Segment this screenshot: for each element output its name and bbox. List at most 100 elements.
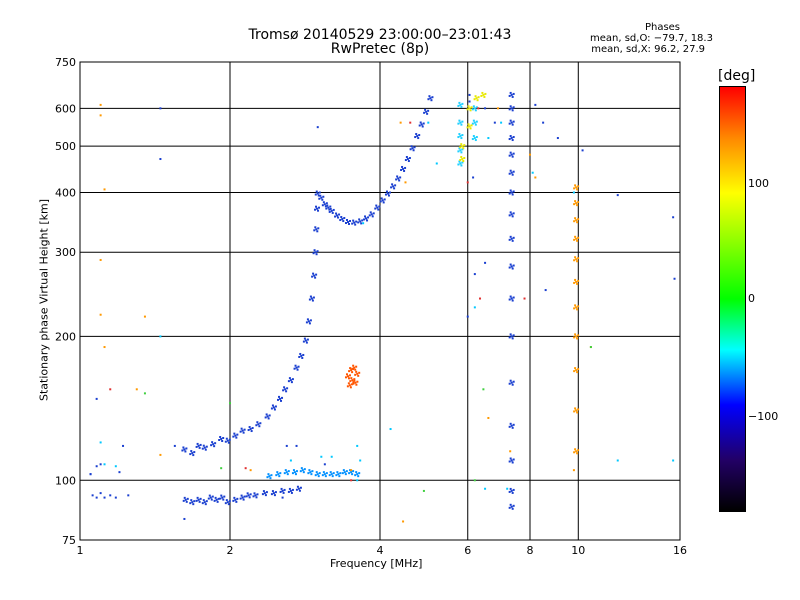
echo-point: [509, 263, 512, 266]
echo-point: [205, 500, 208, 503]
echo-point: [386, 192, 389, 195]
echo-point: [236, 433, 239, 436]
echo-point: [394, 184, 397, 187]
echo-point: [228, 500, 231, 503]
echo-point: [337, 473, 340, 476]
echo-point: [350, 383, 353, 386]
echo-point: [508, 238, 511, 241]
echo-point: [422, 489, 425, 492]
echo-point: [572, 469, 575, 472]
echo-point: [255, 424, 258, 427]
echo-point: [109, 494, 112, 497]
echo-point: [183, 517, 186, 520]
echo-point: [215, 498, 218, 501]
echo-point: [343, 471, 346, 474]
echo-point: [285, 444, 288, 447]
echo-point: [195, 499, 198, 502]
echo-point: [356, 473, 359, 476]
echo-point: [575, 258, 578, 261]
echo-point: [576, 282, 579, 285]
phases-heading: Phases: [644, 22, 681, 33]
echo-point: [338, 475, 341, 478]
echo-point: [249, 493, 252, 496]
echo-point: [458, 147, 461, 150]
echo-point: [219, 435, 222, 438]
echo-point: [469, 127, 472, 130]
echo-point: [272, 492, 275, 495]
echo-point: [511, 267, 514, 270]
echo-point: [278, 395, 281, 398]
echo-point: [143, 392, 146, 395]
echo-point: [103, 496, 106, 499]
echo-point: [95, 496, 98, 499]
chart-subtitle: RwPretec (8p): [330, 41, 430, 57]
echo-point: [184, 450, 187, 453]
x-tick-label: 4: [377, 544, 384, 557]
echo-point: [224, 502, 227, 505]
echo-point: [509, 487, 512, 490]
echo-point: [214, 442, 217, 445]
echo-point: [576, 452, 579, 455]
echo-point: [460, 156, 463, 159]
echo-point: [299, 470, 302, 473]
echo-point: [471, 138, 474, 141]
echo-point: [573, 370, 576, 373]
echo-point: [398, 179, 401, 182]
echo-point: [190, 450, 193, 453]
echo-point: [248, 496, 251, 499]
echo-point: [289, 489, 292, 492]
echo-point: [198, 446, 201, 449]
echo-point: [457, 122, 460, 125]
colorbar-tick-minus100: −100: [748, 410, 779, 423]
echo-point: [511, 139, 514, 142]
echo-point: [99, 492, 102, 495]
echo-point: [271, 404, 274, 407]
echo-point: [512, 212, 515, 215]
echo-point: [353, 378, 356, 381]
echo-point: [534, 176, 537, 179]
echo-point: [349, 367, 352, 370]
echo-point: [185, 447, 188, 450]
echo-point: [345, 470, 348, 473]
echo-point: [291, 472, 294, 475]
echo-point: [239, 497, 242, 500]
echo-point: [574, 448, 577, 451]
echo-point: [314, 474, 317, 477]
echo-point: [350, 377, 353, 380]
echo-point: [301, 356, 304, 359]
echo-point: [509, 105, 512, 108]
echo-point: [220, 437, 223, 440]
echo-point: [576, 337, 579, 340]
echo-point: [196, 442, 199, 445]
echo-point: [229, 402, 231, 405]
echo-point: [233, 496, 236, 499]
echo-point: [334, 215, 337, 218]
echo-point: [573, 187, 576, 190]
echo-point: [314, 208, 317, 211]
echo-point: [317, 475, 320, 478]
echo-point: [326, 204, 329, 207]
echo-point: [482, 93, 485, 96]
echo-point: [307, 472, 310, 475]
echo-point: [511, 215, 514, 218]
echo-point: [242, 498, 245, 501]
echo-point: [273, 408, 276, 411]
echo-point: [273, 494, 276, 497]
echo-point: [352, 364, 355, 367]
echo-point: [296, 485, 299, 488]
y-tick-label: 400: [55, 186, 76, 199]
colorbar-label: [deg]: [718, 68, 756, 84]
echo-point: [577, 279, 580, 282]
echo-point: [356, 479, 359, 482]
echo-point: [322, 201, 325, 204]
echo-point: [282, 389, 285, 392]
echo-point: [256, 421, 259, 424]
echo-point: [421, 125, 424, 128]
echo-point: [302, 353, 305, 356]
echo-point: [575, 280, 578, 283]
echo-point: [303, 468, 306, 471]
echo-point: [509, 91, 512, 94]
echo-point: [509, 379, 512, 382]
echo-point: [339, 472, 342, 475]
echo-point: [243, 495, 246, 498]
